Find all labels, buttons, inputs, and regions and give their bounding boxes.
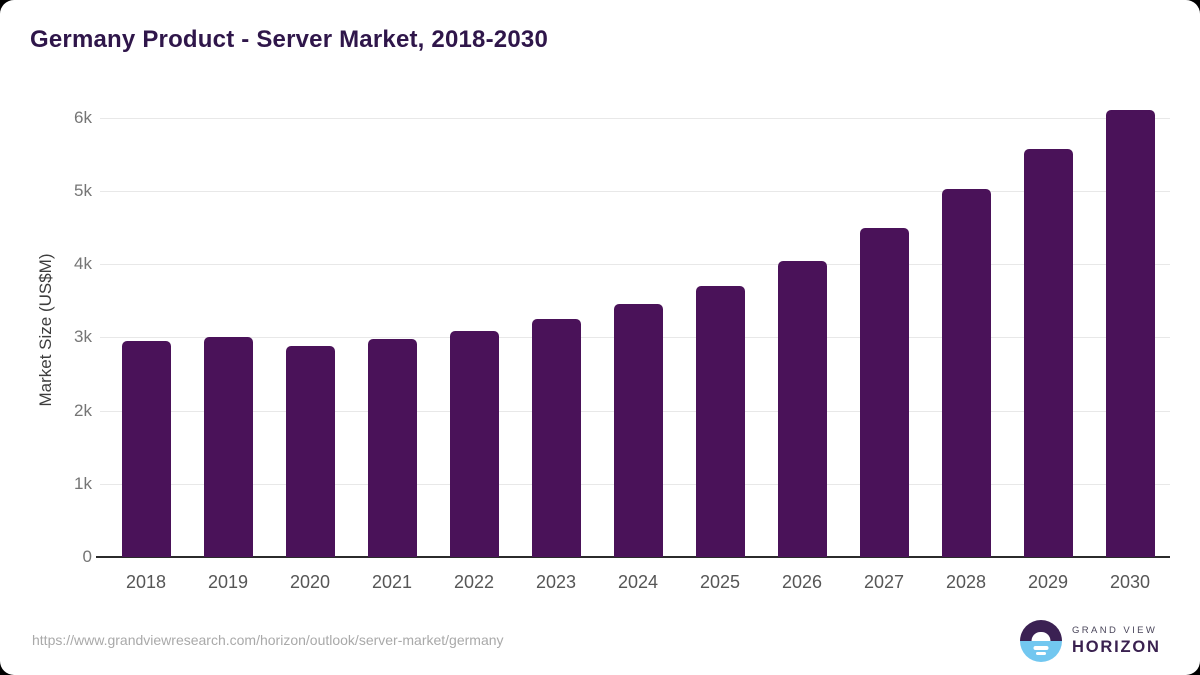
x-tick-label-2018: 2018 (125, 572, 167, 592)
x-tick-label-2023: 2023 (535, 572, 577, 592)
x-tick-label-2028: 2028 (945, 572, 987, 592)
bar-2030 (1105, 110, 1155, 557)
y-tick-label: 6k (74, 107, 92, 127)
x-tick-label-2024: 2024 (617, 572, 659, 592)
bar-2023 (531, 318, 581, 557)
bar-2021 (367, 339, 417, 557)
y-tick-label: 2k (74, 400, 92, 420)
x-tick-label-2025: 2025 (699, 572, 741, 592)
sun-dome-shape (1031, 631, 1051, 641)
x-tick-label-2019: 2019 (207, 572, 249, 592)
bar-2028 (941, 188, 991, 557)
horizon-sunrise-icon (1020, 620, 1062, 662)
x-tick-label-2021: 2021 (371, 572, 413, 592)
bar-2022 (449, 331, 499, 557)
y-tick-label: 3k (74, 327, 92, 347)
x-axis-line (96, 556, 1170, 558)
bar-2024 (613, 304, 663, 557)
y-tick-label: 1k (74, 473, 92, 493)
x-tick-label-2022: 2022 (453, 572, 495, 592)
bar-2018 (121, 341, 171, 557)
bar-2019 (203, 337, 253, 557)
y-axis-title: Market Size (US$M) (36, 253, 55, 407)
y-axis-labels: 0 1k 2k 3k 4k 5k 6k (0, 100, 92, 566)
y-tick-label: 4k (74, 254, 92, 274)
y-tick-label: 5k (74, 181, 92, 200)
source-url: https://www.grandviewresearch.com/horizo… (32, 632, 504, 648)
x-tick-label-2027: 2027 (863, 572, 905, 592)
bar-2027 (859, 228, 909, 557)
plot-area (96, 100, 1170, 558)
x-tick-label-2026: 2026 (781, 572, 823, 592)
chart-title: Germany Product - Server Market, 2018-20… (30, 26, 548, 53)
gridline-4k (100, 264, 1170, 266)
gridline-6k (100, 117, 1170, 119)
reflection-dash (1036, 652, 1046, 655)
gridline-5k (100, 191, 1170, 192)
reflection-dash (1033, 646, 1049, 650)
bar-2020 (285, 345, 335, 557)
x-tick-label-2020: 2020 (289, 572, 331, 592)
logo-horizon-label: HORIZON (1072, 638, 1161, 656)
bar-2026 (777, 260, 827, 557)
grandview-horizon-logo: GRAND VIEW HORIZON (1020, 620, 1161, 662)
bar-2025 (695, 285, 745, 557)
logo-grand-view-label: GRAND VIEW (1072, 625, 1158, 636)
x-axis-labels: 2018 2019 2020 2021 2022 2023 2024 2025 2026 2027… (100, 572, 1170, 596)
x-tick-label-2029: 2029 (1027, 572, 1069, 592)
x-tick-label-2030: 2030 (1109, 572, 1151, 592)
bar-2029 (1023, 149, 1073, 557)
logo-text: GRAND VIEW HORIZON (1072, 625, 1161, 657)
y-tick-label: 0 (82, 547, 92, 566)
